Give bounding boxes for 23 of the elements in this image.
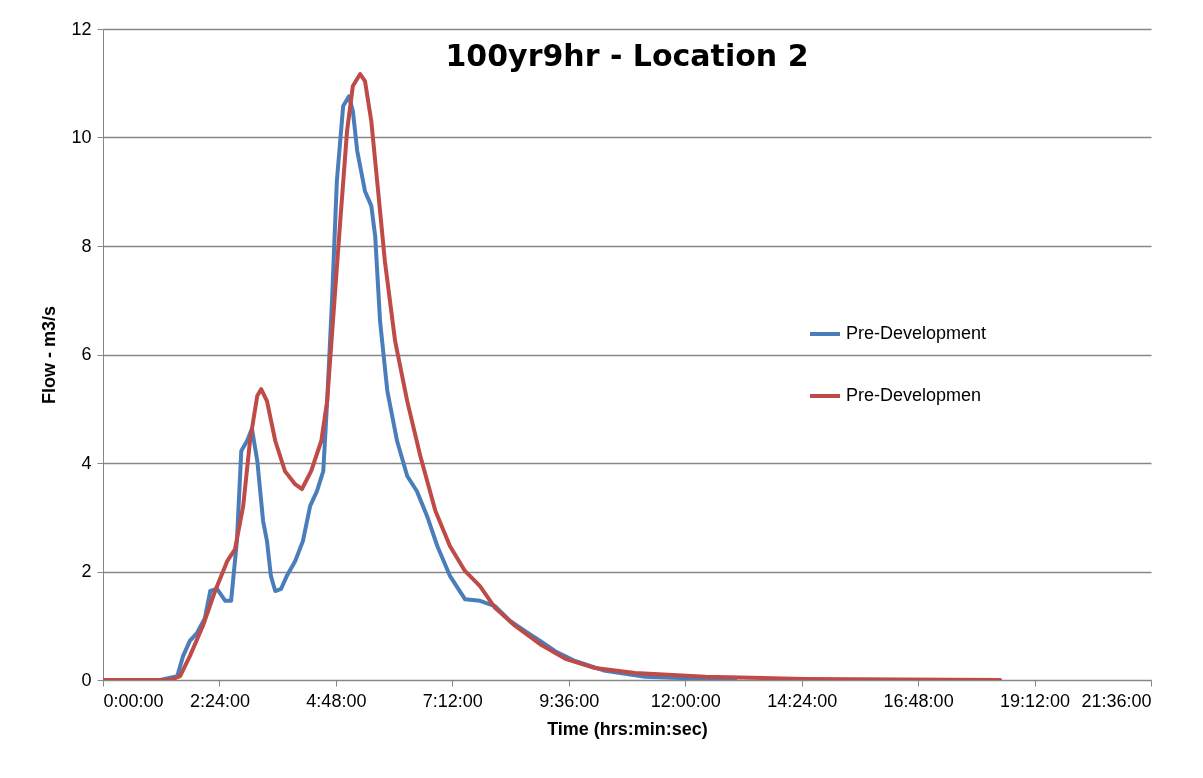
- y-tick-label: 12: [71, 18, 92, 39]
- x-tick-label: 16:48:00: [883, 690, 954, 711]
- x-tick-label: 9:36:00: [539, 690, 600, 711]
- legend-label: Pre-Development: [846, 323, 987, 343]
- x-tick-label: 0:00:00: [103, 690, 164, 711]
- y-tick-label: 8: [81, 235, 92, 256]
- x-tick-label: 2:24:00: [189, 690, 250, 711]
- x-tick-label: 7:12:00: [422, 690, 483, 711]
- x-tick-label: 21:36:00: [1081, 690, 1152, 711]
- chart-title: 100yr9hr - Location 2: [445, 38, 809, 73]
- y-tick-label: 0: [81, 669, 92, 690]
- y-tick-label: 2: [81, 561, 92, 581]
- x-tick-label: 14:24:00: [767, 690, 838, 711]
- x-tick-label: 4:48:00: [306, 690, 367, 711]
- y-tick-label: 6: [81, 344, 92, 364]
- x-tick-label: 12:00:00: [650, 690, 721, 711]
- x-tick-label: 19:12:00: [1000, 690, 1071, 711]
- x-axis-title: Time (hrs:min:sec): [547, 718, 708, 739]
- legend-label: Pre-Developmen: [846, 385, 982, 405]
- y-tick-label: 10: [71, 127, 92, 147]
- y-tick-label: 4: [81, 452, 92, 473]
- line-series: [103, 72, 1003, 680]
- y-axis-title: Flow - m3/s: [39, 305, 60, 405]
